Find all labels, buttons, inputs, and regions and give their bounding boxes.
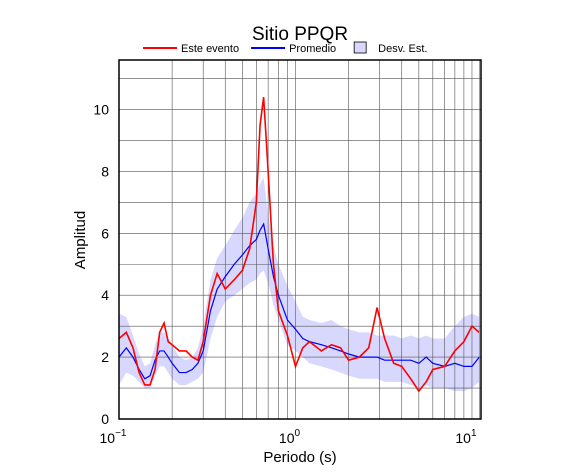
y-tick-label: 2: [101, 349, 109, 365]
plot-frame: [118, 59, 482, 420]
legend-label: Promedio: [289, 43, 336, 55]
x-axis-label: Periodo (s): [263, 449, 336, 466]
series-line: [118, 97, 480, 393]
x-tick-label: 101: [455, 428, 477, 446]
x-tick-exponent: 0: [294, 428, 300, 439]
y-tick-label: 10: [93, 102, 109, 118]
chart-title: Sitio PPQR: [252, 24, 348, 45]
x-tick-base: 10: [279, 430, 295, 446]
x-tick-exponent: −1: [115, 428, 127, 439]
y-tick-label: 0: [101, 411, 109, 427]
x-tick-label: 10−1: [100, 428, 127, 446]
y-axis-label: Amplitud: [72, 211, 89, 269]
x-tick-base: 10: [100, 430, 116, 446]
x-tick-label: 100: [279, 428, 301, 446]
x-tick-base: 10: [455, 430, 471, 446]
y-tick-label: 8: [101, 163, 109, 179]
series-line: [118, 222, 480, 380]
std-band: [119, 177, 480, 392]
x-tick-exponent: 1: [471, 428, 477, 439]
legend-swatch: [353, 41, 367, 54]
legend-label: Desv. Est.: [378, 43, 427, 55]
legend-label: Este evento: [181, 43, 239, 55]
y-tick-label: 6: [101, 225, 109, 241]
y-tick-label: 4: [101, 287, 109, 303]
